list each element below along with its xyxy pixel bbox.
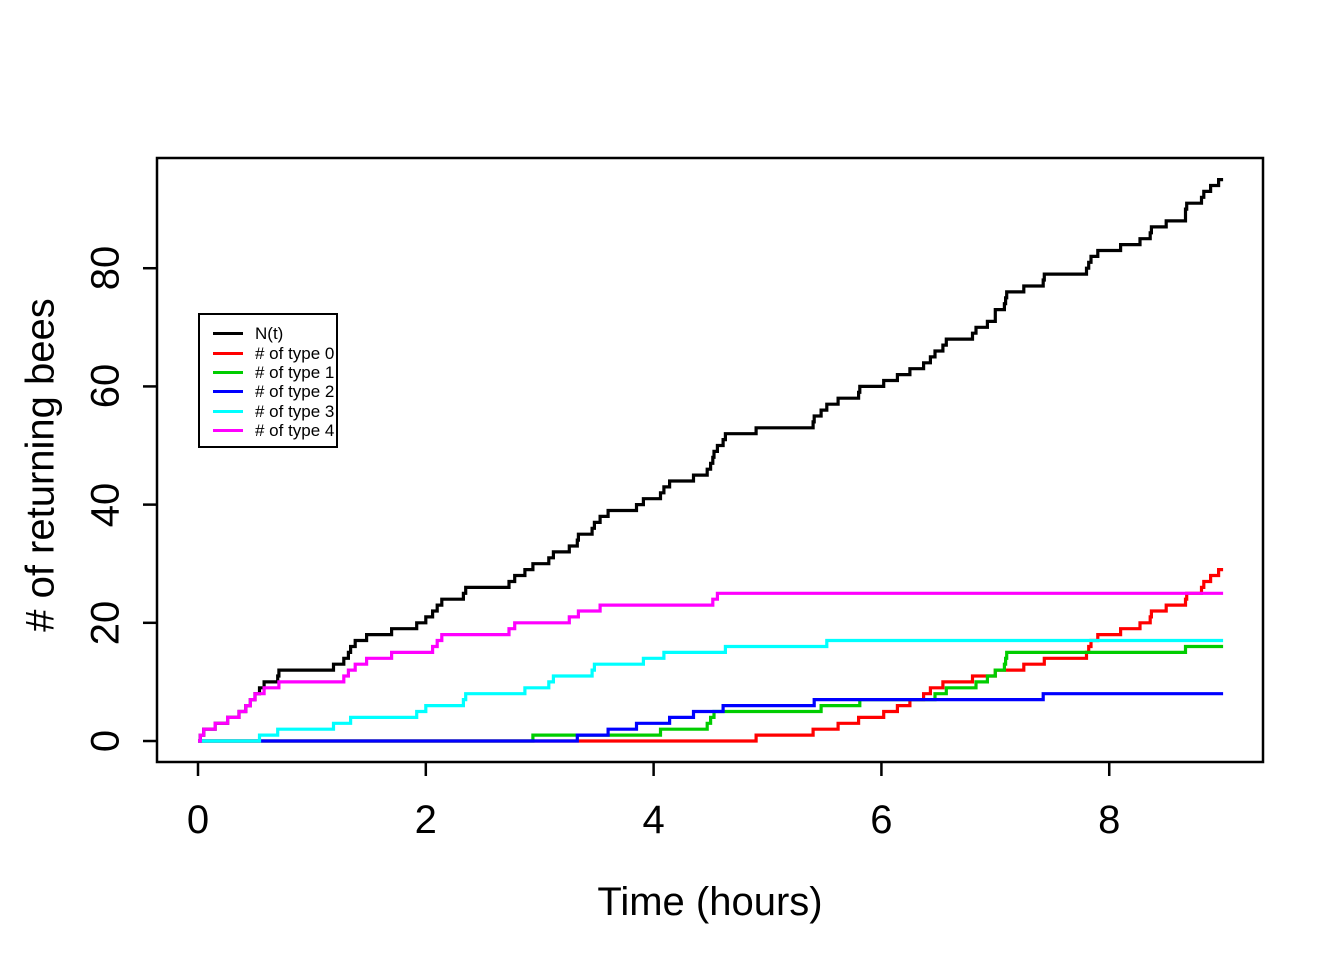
legend-entry: N(t) xyxy=(200,324,336,343)
legend-line-sample-icon xyxy=(213,370,243,374)
legend-entry: # of type 1 xyxy=(200,363,336,382)
legend-line-sample-icon xyxy=(213,332,243,336)
legend-label: # of type 1 xyxy=(255,362,335,382)
y-tick-label: 80 xyxy=(83,245,128,291)
series-line-n-t- xyxy=(198,178,1224,743)
series-line--of-type-1 xyxy=(198,644,1224,743)
legend-label: # of type 2 xyxy=(255,382,335,402)
series-line--of-type-4 xyxy=(198,591,1224,743)
x-tick-label: 8 xyxy=(1098,798,1121,842)
legend-entry: # of type 0 xyxy=(200,343,336,363)
legend-line-sample-icon xyxy=(213,409,243,413)
y-axis-title: # of returning bees xyxy=(18,298,63,632)
x-tick-label: 2 xyxy=(414,798,437,842)
legend: N(t) # of type 0 # of type 1 # of type 2 # o… xyxy=(198,313,338,448)
legend-label: # of type 3 xyxy=(255,401,335,421)
legend-line-sample-icon xyxy=(213,390,243,394)
x-tick-label: 0 xyxy=(186,798,210,842)
series-line--of-type-2 xyxy=(198,692,1224,743)
legend-entry: # of type 3 xyxy=(200,402,336,421)
legend-label: N(t) xyxy=(255,324,284,344)
y-tick-label: 40 xyxy=(83,482,128,527)
series-line--of-type-0 xyxy=(198,568,1224,743)
y-tick-label: 0 xyxy=(83,729,128,753)
x-axis-title: Time (hours) xyxy=(597,880,823,924)
legend-label: # of type 4 xyxy=(255,421,335,441)
x-tick-label: 4 xyxy=(642,798,665,842)
legend-line-sample-icon xyxy=(213,429,243,433)
y-tick-label: 20 xyxy=(83,600,128,646)
legend-entry: # of type 4 xyxy=(200,421,336,440)
x-tick-label: 6 xyxy=(870,798,893,842)
legend-line-sample-icon xyxy=(213,351,243,355)
series-line--of-type-3 xyxy=(198,638,1224,743)
y-tick-label: 60 xyxy=(83,364,128,409)
legend-entry: # of type 2 xyxy=(200,382,336,401)
plot-box xyxy=(155,156,1265,764)
legend-label: # of type 0 xyxy=(255,343,335,363)
